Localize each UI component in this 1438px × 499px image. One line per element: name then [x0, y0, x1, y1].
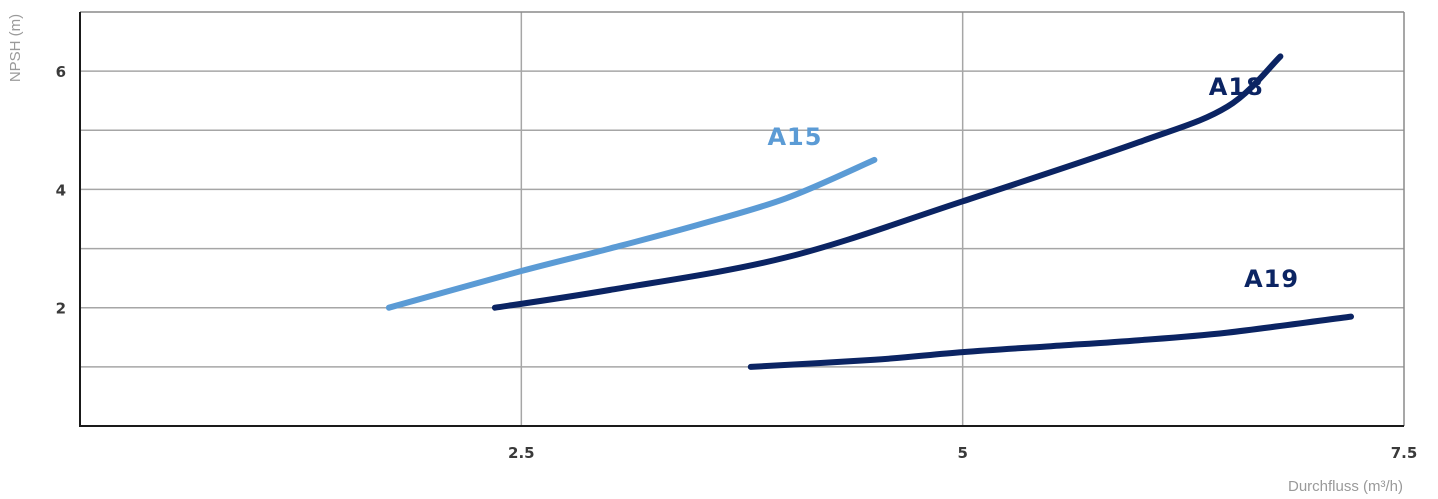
series-labels: A15 A18 A19 — [767, 73, 1299, 293]
series-label-a18: A18 — [1209, 73, 1264, 101]
axes — [79, 11, 1405, 427]
series-lines — [385, 53, 1354, 370]
y-tick-label: 4 — [56, 181, 66, 199]
series-line-a19 — [747, 313, 1354, 370]
series-label-a19: A19 — [1244, 265, 1299, 293]
x-tick-label: 5 — [957, 444, 967, 462]
tick-labels: 2.5 5 7.5 2 4 6 — [56, 63, 1418, 462]
y-tick-label: 2 — [56, 300, 66, 318]
y-axis-title: NPSH (m) — [7, 14, 24, 82]
series-line-a15 — [385, 156, 878, 311]
x-tick-label: 7.5 — [1391, 444, 1418, 462]
series-label-a15: A15 — [767, 123, 822, 151]
series-line-a18 — [491, 53, 1284, 311]
x-tick-label: 2.5 — [508, 444, 535, 462]
grid-lines — [80, 12, 1404, 426]
x-axis-title: Durchfluss (m³/h) — [1288, 478, 1403, 495]
y-tick-label: 6 — [56, 63, 66, 81]
